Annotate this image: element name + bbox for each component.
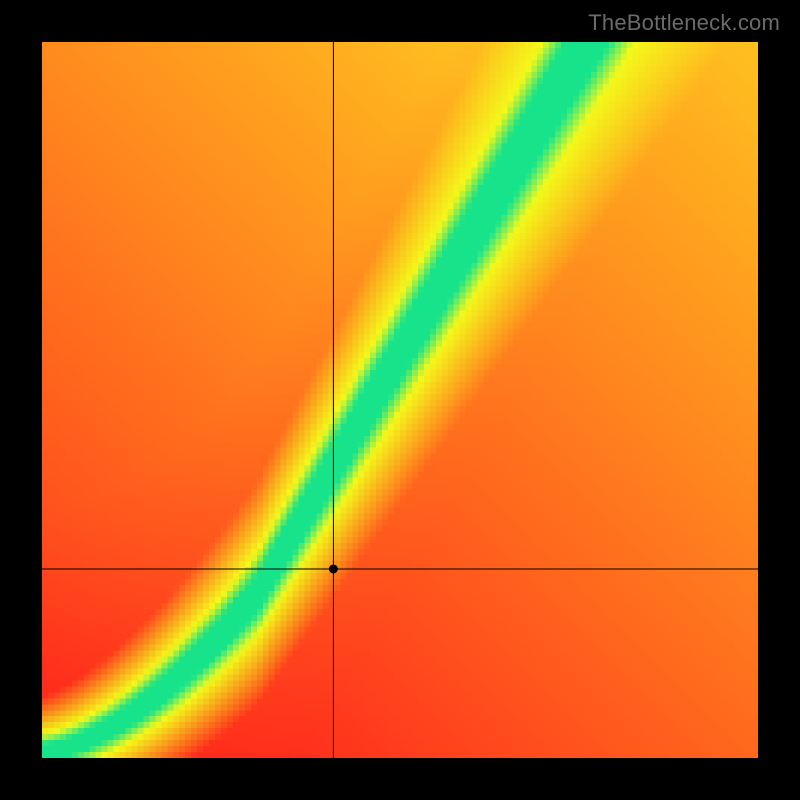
chart-container: TheBottleneck.com [0, 0, 800, 800]
bottleneck-heatmap [42, 42, 758, 758]
watermark-text: TheBottleneck.com [588, 10, 780, 36]
